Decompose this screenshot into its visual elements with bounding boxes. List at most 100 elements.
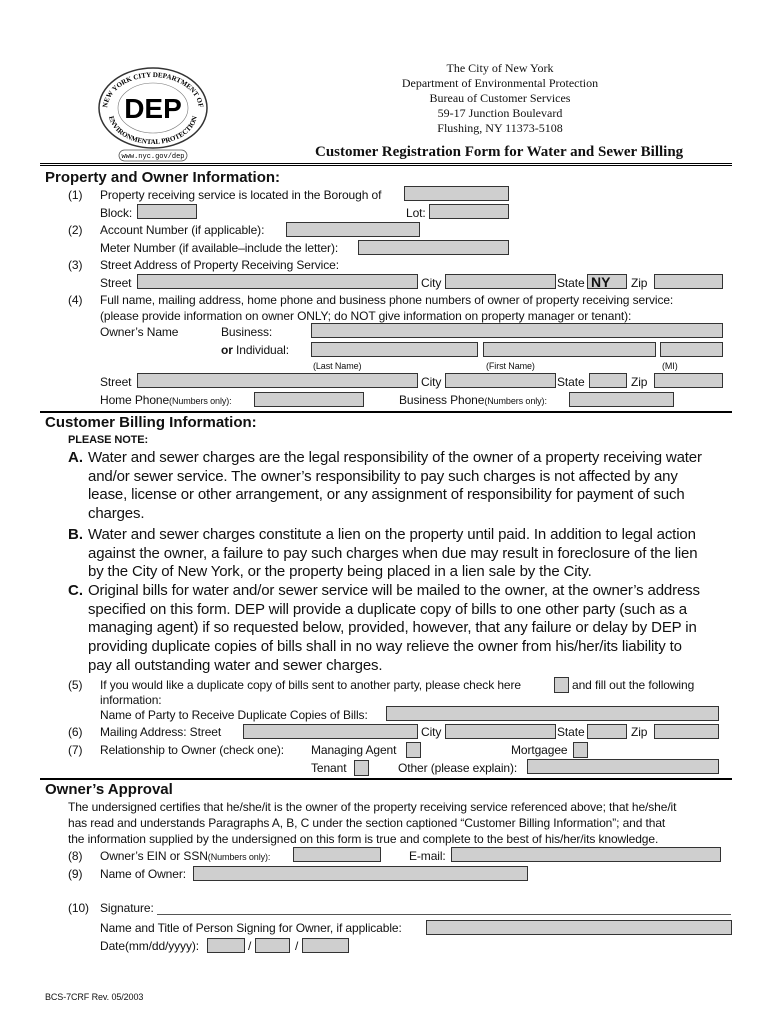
business-phone-text: Business Phone (399, 393, 485, 407)
city-field[interactable] (445, 274, 556, 289)
mailing-zip-label: Zip (631, 725, 648, 739)
mailing-state-field[interactable] (587, 724, 627, 739)
duplicate-checkbox[interactable] (554, 677, 569, 693)
item-number: (8) (68, 849, 83, 863)
account-number-field[interactable] (286, 222, 420, 237)
managing-agent-checkbox[interactable] (406, 742, 421, 758)
owner-state-field[interactable] (589, 373, 627, 388)
owner-street-label: Street (100, 375, 132, 389)
ein-ssn-field[interactable] (293, 847, 381, 862)
text-line: Water and sewer charges constitute a lie… (88, 526, 696, 543)
owner-city-label: City (421, 375, 442, 389)
party-name-field[interactable] (386, 706, 719, 721)
block-label: Block: (100, 206, 133, 220)
home-phone-label: Home Phone(Numbers only): (100, 393, 232, 408)
header-line: 59-17 Junction Boulevard (437, 106, 563, 120)
owner-city-field[interactable] (445, 373, 556, 388)
zip-field[interactable] (654, 274, 723, 289)
mailing-city-field[interactable] (445, 724, 556, 739)
owner-street-field[interactable] (137, 373, 418, 388)
text-line: Water and sewer charges are the legal re… (88, 449, 702, 466)
date-day-field[interactable] (255, 938, 290, 953)
home-phone-field[interactable] (254, 392, 364, 407)
name-title-field[interactable] (426, 920, 732, 935)
header-line: Flushing, NY 11373-5108 (437, 121, 563, 135)
home-phone-text: Home Phone (100, 393, 170, 407)
paragraph-a: Water and sewer charges are the legal re… (88, 449, 702, 524)
owners-name-label: Owner’s Name (100, 325, 179, 339)
mailing-state-label: State (557, 725, 585, 739)
mortgagee-checkbox[interactable] (573, 742, 588, 758)
street-field[interactable] (137, 274, 418, 289)
account-label: Account Number (if applicable): (100, 223, 265, 237)
first-name-field[interactable] (483, 342, 656, 357)
lot-label: Lot: (406, 206, 426, 220)
text-line: against the owner, a failure to pay such… (88, 544, 698, 562)
item-number: (1) (68, 188, 83, 202)
item-number: (6) (68, 725, 83, 739)
business-label: Business: (221, 325, 273, 339)
text-line: pay all outstanding water and sewer char… (88, 656, 383, 674)
last-name-caption: (Last Name) (313, 361, 362, 371)
relationship-label: Relationship to Owner (check one): (100, 743, 285, 757)
item-number: (5) (68, 678, 83, 692)
party-label: Name of Party to Receive Duplicate Copie… (100, 708, 368, 722)
item-number: (4) (68, 293, 83, 307)
first-name-caption: (First Name) (486, 361, 535, 371)
managing-agent-label: Managing Agent (311, 743, 397, 757)
mi-caption: (MI) (662, 361, 678, 371)
item-number: (3) (68, 258, 83, 272)
section-heading: Property and Owner Information: (45, 169, 281, 186)
section-heading: Owner’s Approval (45, 781, 173, 798)
business-phone-field[interactable] (569, 392, 674, 407)
tenant-checkbox[interactable] (354, 760, 369, 776)
ein-label: Owner’s EIN or SSN(Numbers only): (100, 849, 270, 864)
meter-number-field[interactable] (358, 240, 509, 255)
paragraph-label: C. (68, 582, 83, 599)
section-heading: Customer Billing Information: (45, 414, 257, 431)
last-name-field[interactable] (311, 342, 478, 357)
text-line: charges. (88, 505, 145, 523)
paragraph-c: Original bills for water and/or sewer se… (88, 582, 700, 676)
email-label: E-mail: (409, 849, 446, 863)
mailing-zip-field[interactable] (654, 724, 719, 739)
paragraph-label: A. (68, 449, 83, 466)
block-field[interactable] (137, 204, 197, 219)
numbers-only-note: (Numbers only): (169, 396, 232, 406)
email-field[interactable] (451, 847, 721, 862)
owner-zip-label: Zip (631, 375, 648, 389)
information-label: information: (100, 693, 162, 707)
individual-text: Individual: (232, 343, 289, 357)
zip-label: Zip (631, 276, 648, 290)
name-of-owner-field[interactable] (193, 866, 528, 881)
form-revision: BCS-7CRF Rev. 05/2003 (45, 992, 144, 1002)
middle-initial-field[interactable] (660, 342, 723, 357)
borough-label: Property receiving service is located in… (100, 188, 382, 202)
owner-zip-field[interactable] (654, 373, 723, 388)
full-name-label: Full name, mailing address, home phone a… (100, 293, 674, 307)
lot-field[interactable] (429, 204, 509, 219)
state-field[interactable]: NY (587, 274, 627, 289)
date-separator: / (295, 939, 299, 953)
business-name-field[interactable] (311, 323, 723, 338)
signature-line[interactable] (157, 914, 731, 915)
mailing-street-field[interactable] (243, 724, 418, 739)
date-month-field[interactable] (207, 938, 245, 953)
other-label: Other (please explain): (398, 761, 518, 775)
form-title: Customer Registration Form for Water and… (315, 144, 684, 160)
mortgagee-label: Mortgagee (511, 743, 568, 757)
other-explain-field[interactable] (527, 759, 719, 774)
address-label: Street Address of Property Receiving Ser… (100, 258, 339, 272)
borough-field[interactable] (404, 186, 509, 201)
divider (40, 163, 732, 166)
header-address: The City of New York Department of Envir… (330, 61, 670, 136)
date-year-field[interactable] (302, 938, 349, 953)
text-line: lease, license or other arrangement, or … (88, 486, 685, 504)
dep-logo: NEW YORK CITY DEPARTMENT OF ENVIRONMENTA… (95, 66, 211, 162)
text-line: by the City of New York, or the property… (88, 563, 592, 581)
divider (40, 778, 732, 780)
or-label: or (221, 343, 233, 357)
mailing-label: Mailing Address: Street (100, 725, 222, 739)
duplicate-label: If you would like a duplicate copy of bi… (100, 678, 521, 692)
tenant-label: Tenant (311, 761, 347, 775)
